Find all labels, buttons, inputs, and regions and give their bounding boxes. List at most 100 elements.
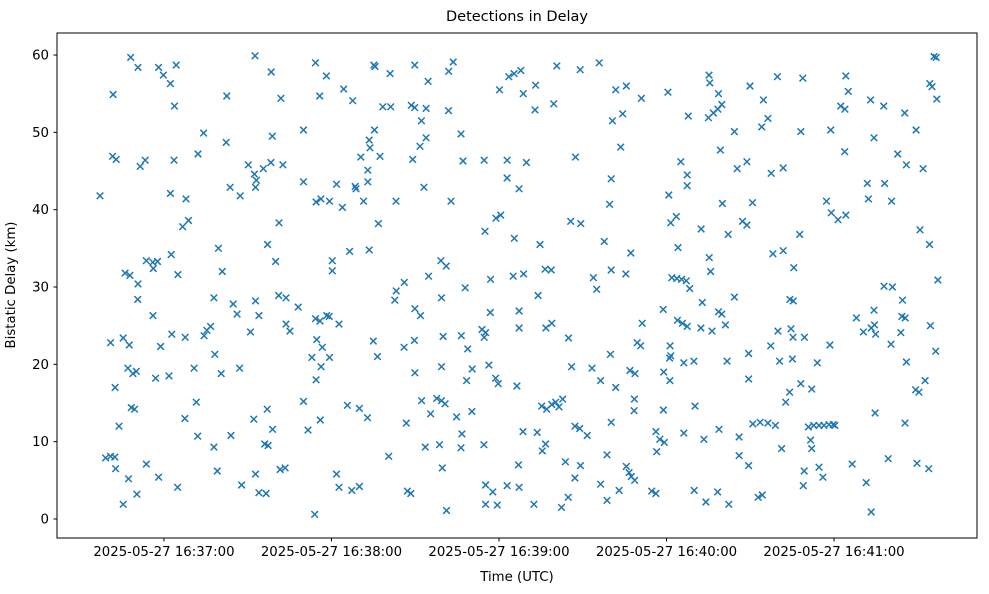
scatter-point xyxy=(531,81,540,90)
scatter-point xyxy=(282,293,290,302)
scatter-point xyxy=(317,195,325,203)
scatter-point xyxy=(119,500,128,509)
scatter-point xyxy=(660,438,669,447)
scatter-point xyxy=(151,374,160,383)
scatter-point xyxy=(366,143,374,152)
scatter-point xyxy=(515,307,523,315)
scatter-point xyxy=(796,127,805,136)
scatter-point xyxy=(249,415,258,424)
scatter-point xyxy=(859,328,868,336)
scatter-point xyxy=(756,418,764,427)
scatter-point xyxy=(744,375,753,383)
scatter-point xyxy=(299,126,308,134)
scatter-point xyxy=(567,362,576,371)
scatter-point xyxy=(705,79,714,87)
scatter-point xyxy=(308,353,316,362)
scatter-point xyxy=(789,263,798,272)
scatter-point xyxy=(781,398,790,407)
scatter-point xyxy=(607,266,616,274)
scatter-point xyxy=(807,385,816,393)
scatter-point xyxy=(576,219,585,228)
scatter-point xyxy=(919,164,927,173)
scatter-point xyxy=(481,227,489,236)
y-tick-label: 10 xyxy=(32,435,49,450)
scatter-point xyxy=(896,328,905,337)
scatter-point xyxy=(690,357,698,366)
y-tick-label: 20 xyxy=(32,358,49,373)
scatter-point xyxy=(625,468,633,477)
scatter-point xyxy=(813,358,822,367)
scatter-point xyxy=(133,295,142,304)
scatter-point xyxy=(622,462,631,471)
scatter-point xyxy=(700,435,708,444)
scatter-point xyxy=(534,291,542,300)
scatter-point xyxy=(442,262,451,270)
scatter-point xyxy=(704,113,713,122)
scatter-point xyxy=(318,343,327,352)
scatter-point xyxy=(468,365,477,373)
scatter-point xyxy=(282,320,290,328)
scatter-point xyxy=(603,496,611,505)
scatter-point xyxy=(840,147,849,156)
scatter-point xyxy=(503,174,511,182)
scatter-point xyxy=(411,368,419,377)
scatter-point xyxy=(422,104,430,113)
scatter-point xyxy=(713,488,722,496)
scatter-point xyxy=(462,376,471,385)
scatter-point xyxy=(126,271,134,280)
scatter-point xyxy=(111,383,119,392)
scatter-point xyxy=(815,463,823,472)
scatter-point xyxy=(503,156,511,165)
scatter-point xyxy=(134,280,142,288)
x-tick-label: 2025-05-27 16:41:00 xyxy=(763,545,904,560)
scatter-point xyxy=(879,102,888,110)
y-tick-label: 40 xyxy=(32,203,49,218)
scatter-point xyxy=(386,69,394,78)
scatter-point xyxy=(494,379,503,388)
scatter-point xyxy=(112,155,121,164)
scatter-point xyxy=(210,350,219,359)
scatter-point xyxy=(912,126,920,134)
scatter-point xyxy=(236,191,245,200)
scatter-point xyxy=(683,171,692,179)
scatter-point xyxy=(618,109,627,118)
scatter-point xyxy=(571,153,580,161)
scatter-point xyxy=(630,406,638,415)
scatter-point xyxy=(277,94,285,103)
scatter-point xyxy=(608,116,617,125)
scatter-point xyxy=(335,483,343,492)
scatter-point xyxy=(647,487,656,495)
scatter-point xyxy=(607,418,616,427)
scatter-point xyxy=(495,85,504,94)
scatter-point xyxy=(315,92,324,100)
scatter-point xyxy=(683,322,692,331)
scatter-point xyxy=(410,336,419,345)
scatter-point xyxy=(317,362,325,371)
scatter-point xyxy=(408,155,417,164)
scatter-point xyxy=(516,66,525,75)
scatter-point xyxy=(452,413,461,421)
scatter-point xyxy=(748,420,757,428)
scatter-point xyxy=(536,240,544,249)
scatter-point xyxy=(638,319,647,328)
scatter-point xyxy=(210,443,218,451)
scatter-point xyxy=(121,269,129,277)
scatter-point xyxy=(682,276,691,285)
scatter-point xyxy=(129,369,137,378)
scatter-point xyxy=(378,102,387,111)
scatter-point xyxy=(538,447,547,455)
scatter-point xyxy=(759,96,768,104)
scatter-point xyxy=(279,160,287,169)
scatter-point xyxy=(227,431,235,440)
scatter-point xyxy=(607,174,616,183)
scatter-point xyxy=(244,160,253,169)
scatter-point xyxy=(154,63,163,72)
scatter-point xyxy=(564,493,573,502)
scatter-point xyxy=(481,328,490,337)
scatter-point xyxy=(149,311,157,320)
scatter-point xyxy=(165,372,173,380)
scatter-point xyxy=(233,310,241,318)
scatter-point xyxy=(779,246,788,255)
scatter-point xyxy=(862,478,871,487)
